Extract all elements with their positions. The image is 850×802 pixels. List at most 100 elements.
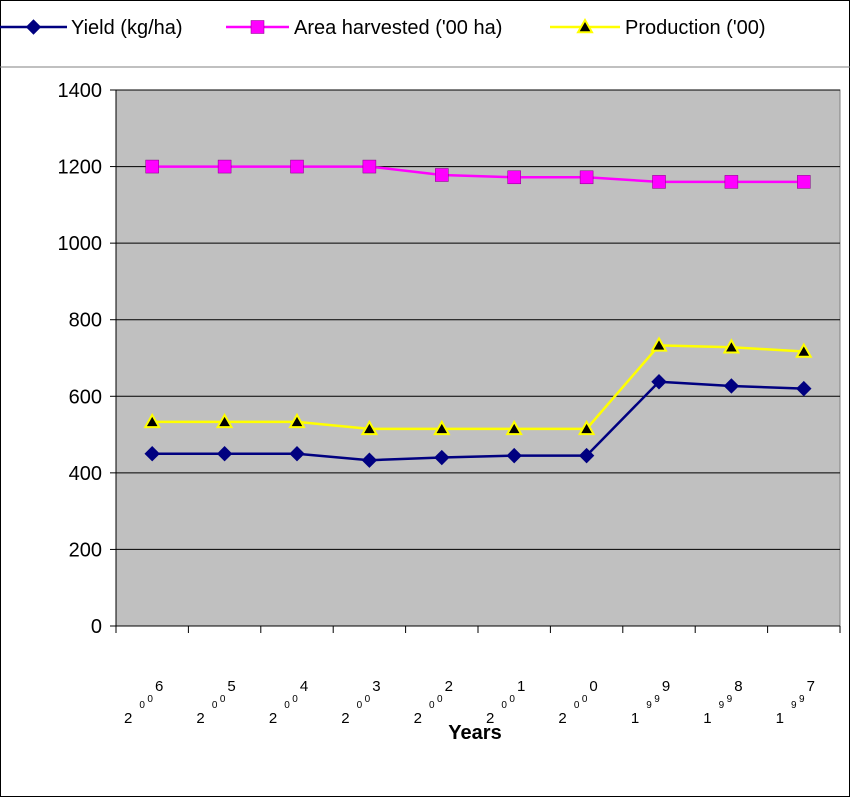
series — [143, 336, 813, 436]
x-tick-label-char: 0 — [509, 694, 515, 705]
data-point — [650, 336, 668, 352]
series-layer — [143, 159, 813, 468]
x-tick-label-char: 6 — [155, 678, 163, 695]
x-tick-label-char: 3 — [372, 678, 380, 695]
data-point — [435, 168, 449, 182]
x-tick-label-char: 9 — [727, 694, 733, 705]
x-tick-label-char: 9 — [662, 678, 670, 695]
x-tick-label-char: 4 — [300, 678, 308, 695]
data-point — [25, 19, 42, 35]
x-tick-label-char: 9 — [791, 700, 797, 711]
series — [144, 374, 812, 468]
x-tick-label-char: 7 — [807, 678, 815, 695]
data-point — [216, 446, 233, 462]
legend-label: Area harvested ('00 ha) — [294, 17, 502, 39]
x-axis-label: Years — [448, 722, 501, 744]
data-point — [651, 374, 667, 390]
y-tick-label: 1400 — [58, 80, 103, 102]
data-point — [577, 419, 596, 436]
legend-item: Yield (kg/ha) — [0, 17, 183, 39]
y-axis: 0 200 400 600 800 1000 1200 1400 — [58, 80, 117, 638]
data-point — [724, 175, 739, 189]
series — [145, 159, 811, 189]
legend-item: Production ('00) — [550, 17, 766, 39]
data-point — [795, 342, 813, 358]
data-point — [796, 380, 812, 397]
x-tick-label-char: 0 — [220, 694, 226, 705]
data-point — [145, 159, 159, 174]
data-point — [215, 412, 234, 429]
data-point — [362, 159, 377, 174]
data-point — [217, 159, 232, 174]
data-point — [652, 175, 666, 189]
x-tick-label-char: 1 — [776, 710, 784, 727]
y-tick-label: 0 — [91, 616, 102, 638]
x-tick-label-char: 0 — [357, 700, 363, 711]
series-line — [152, 165, 804, 184]
legend-label: Production ('00) — [625, 17, 766, 39]
data-point — [143, 412, 161, 429]
x-tick-label-char: 9 — [646, 700, 652, 711]
data-point — [578, 447, 595, 464]
data-point — [506, 447, 522, 464]
x-tick-label-char: 0 — [582, 694, 588, 705]
x-tick-label-char: 1 — [517, 678, 525, 695]
x-tick-label-char: 0 — [437, 694, 443, 705]
data-point — [433, 419, 451, 436]
legend-item: Area harvested ('00 ha) — [226, 17, 502, 39]
x-tick-label-char: 2 — [414, 710, 422, 727]
data-point — [144, 446, 160, 462]
plot-area — [115, 89, 841, 627]
x-tick-label-char: 2 — [558, 710, 566, 727]
x-tick-label-char: 2 — [196, 710, 204, 727]
x-tick-label-char: 9 — [654, 694, 660, 705]
y-tick-label: 200 — [69, 539, 102, 561]
data-point — [505, 419, 523, 436]
y-tick-label: 1000 — [58, 233, 103, 255]
data-point — [434, 449, 450, 466]
data-point — [797, 175, 811, 189]
x-tick-label-char: 2 — [445, 678, 453, 695]
x-tick-label-char: 0 — [365, 694, 371, 705]
x-tick-label-char: 0 — [212, 700, 218, 711]
series-line — [152, 380, 804, 462]
data-point — [576, 17, 594, 34]
y-tick-label: 1200 — [58, 157, 103, 179]
x-tick-label-char: 2 — [486, 710, 494, 727]
x-tick-label-char: 2 — [269, 710, 277, 727]
data-point — [290, 159, 304, 174]
x-tick-label-char: 0 — [589, 678, 597, 695]
data-point — [288, 412, 306, 429]
data-point — [722, 338, 741, 354]
x-tick-label-char: 0 — [501, 700, 507, 711]
data-point — [579, 170, 594, 185]
x-tick-label-char: 0 — [429, 700, 435, 711]
x-tick-label-char: 2 — [341, 710, 349, 727]
x-tick-label-char: 1 — [703, 710, 711, 727]
legend-label: Yield (kg/ha) — [71, 17, 183, 39]
x-tick-label-char: 0 — [292, 694, 298, 705]
x-tick-label-char: 5 — [227, 678, 235, 695]
data-point — [723, 378, 740, 394]
x-tick-label-char: 9 — [799, 694, 805, 705]
x-tick-label-char: 2 — [124, 710, 132, 727]
data-point — [361, 452, 378, 468]
x-tick-label-char: 9 — [719, 700, 725, 711]
x-tick-label-char: 1 — [631, 710, 639, 727]
y-tick-label: 600 — [69, 386, 102, 408]
data-point — [360, 419, 379, 436]
data-point — [250, 20, 265, 34]
x-tick-label-char: 0 — [574, 700, 580, 711]
